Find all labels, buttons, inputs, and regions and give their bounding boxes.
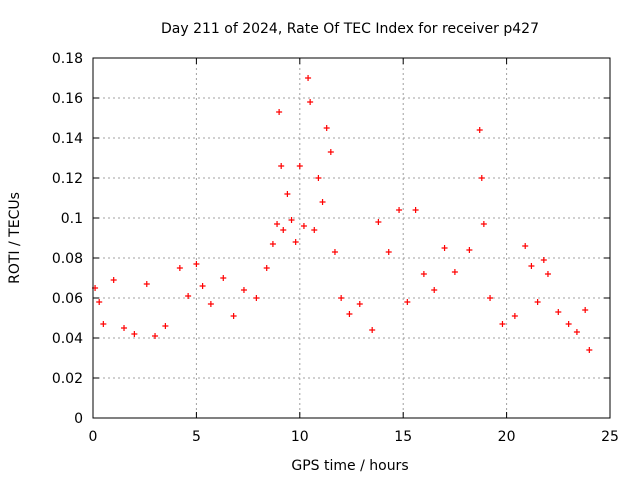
- x-tick-label: 0: [89, 429, 98, 445]
- y-tick-label: 0.04: [52, 331, 83, 347]
- data-point: [199, 283, 206, 289]
- data-point: [280, 227, 287, 233]
- data-point: [420, 271, 427, 277]
- data-point: [412, 207, 419, 213]
- data-point: [476, 127, 483, 133]
- data-point: [263, 265, 270, 271]
- data-point: [480, 221, 487, 227]
- data-point: [96, 299, 103, 305]
- data-point: [499, 321, 506, 327]
- data-point: [288, 217, 295, 223]
- data-point: [296, 163, 303, 169]
- data-point: [311, 227, 318, 233]
- data-point: [356, 301, 363, 307]
- y-tick-label: 0.1: [61, 211, 83, 227]
- data-point: [176, 265, 183, 271]
- data-point: [534, 299, 541, 305]
- data-point: [404, 299, 411, 305]
- data-point: [396, 207, 403, 213]
- data-point: [466, 247, 473, 253]
- data-point: [441, 245, 448, 251]
- x-tick-label: 10: [291, 429, 309, 445]
- tick-layer: 0 5 10 15 20 25 0 0.02 0.04 0.06 0.08 0.1 0.12 0.14 0.…: [52, 51, 619, 445]
- data-point: [323, 125, 330, 131]
- data-point: [278, 163, 285, 169]
- data-point: [573, 329, 580, 335]
- data-point: [100, 321, 107, 327]
- data-point: [143, 281, 150, 287]
- data-point: [511, 313, 518, 319]
- data-point: [331, 249, 338, 255]
- data-point: [300, 223, 307, 229]
- y-tick-label: 0.16: [52, 91, 83, 107]
- x-tick-label: 15: [394, 429, 412, 445]
- chart-title: Day 211 of 2024, Rate Of TEC Index for r…: [161, 21, 539, 37]
- data-point: [544, 271, 551, 277]
- data-point: [207, 301, 214, 307]
- data-point: [269, 241, 276, 247]
- y-tick-label: 0.18: [52, 51, 83, 67]
- data-point: [315, 175, 322, 181]
- data-point: [565, 321, 572, 327]
- y-tick-label: 0.14: [52, 131, 83, 147]
- data-point: [292, 239, 299, 245]
- data-point: [346, 311, 353, 317]
- data-point: [121, 325, 128, 331]
- data-point: [375, 219, 382, 225]
- y-tick-label: 0.08: [52, 251, 83, 267]
- x-tick-label: 20: [498, 429, 516, 445]
- y-tick-label: 0.02: [52, 371, 83, 387]
- data-point: [586, 347, 593, 353]
- data-point: [431, 287, 438, 293]
- data-point: [369, 327, 376, 333]
- plot-frame: [92, 57, 611, 419]
- data-point: [110, 277, 117, 283]
- x-tick-label: 25: [601, 429, 619, 445]
- x-tick-label: 5: [192, 429, 201, 445]
- data-point: [162, 323, 169, 329]
- data-point: [478, 175, 485, 181]
- y-tick-label: 0.12: [52, 171, 83, 187]
- data-point: [327, 149, 334, 155]
- data-point: [274, 221, 281, 227]
- data-point: [582, 307, 589, 313]
- grid-layer: [93, 58, 610, 418]
- y-tick-label: 0: [74, 411, 83, 427]
- data-point: [185, 293, 192, 299]
- data-point: [307, 99, 314, 105]
- data-point: [230, 313, 237, 319]
- data-point: [284, 191, 291, 197]
- y-axis-label: ROTI / TECUs: [7, 192, 23, 284]
- data-point: [276, 109, 283, 115]
- data-point: [487, 295, 494, 301]
- data-layer: [92, 75, 593, 353]
- data-point: [193, 261, 200, 267]
- data-point: [540, 257, 547, 263]
- data-point: [338, 295, 345, 301]
- data-point: [522, 243, 529, 249]
- data-point: [253, 295, 260, 301]
- data-point: [451, 269, 458, 275]
- data-point: [131, 331, 138, 337]
- data-point: [385, 249, 392, 255]
- data-point: [152, 333, 159, 339]
- data-point: [240, 287, 247, 293]
- data-point: [319, 199, 326, 205]
- x-axis-label: GPS time / hours: [291, 458, 408, 474]
- data-point: [555, 309, 562, 315]
- y-tick-label: 0.06: [52, 291, 83, 307]
- data-point: [305, 75, 312, 81]
- data-point: [528, 263, 535, 269]
- data-point: [220, 275, 227, 281]
